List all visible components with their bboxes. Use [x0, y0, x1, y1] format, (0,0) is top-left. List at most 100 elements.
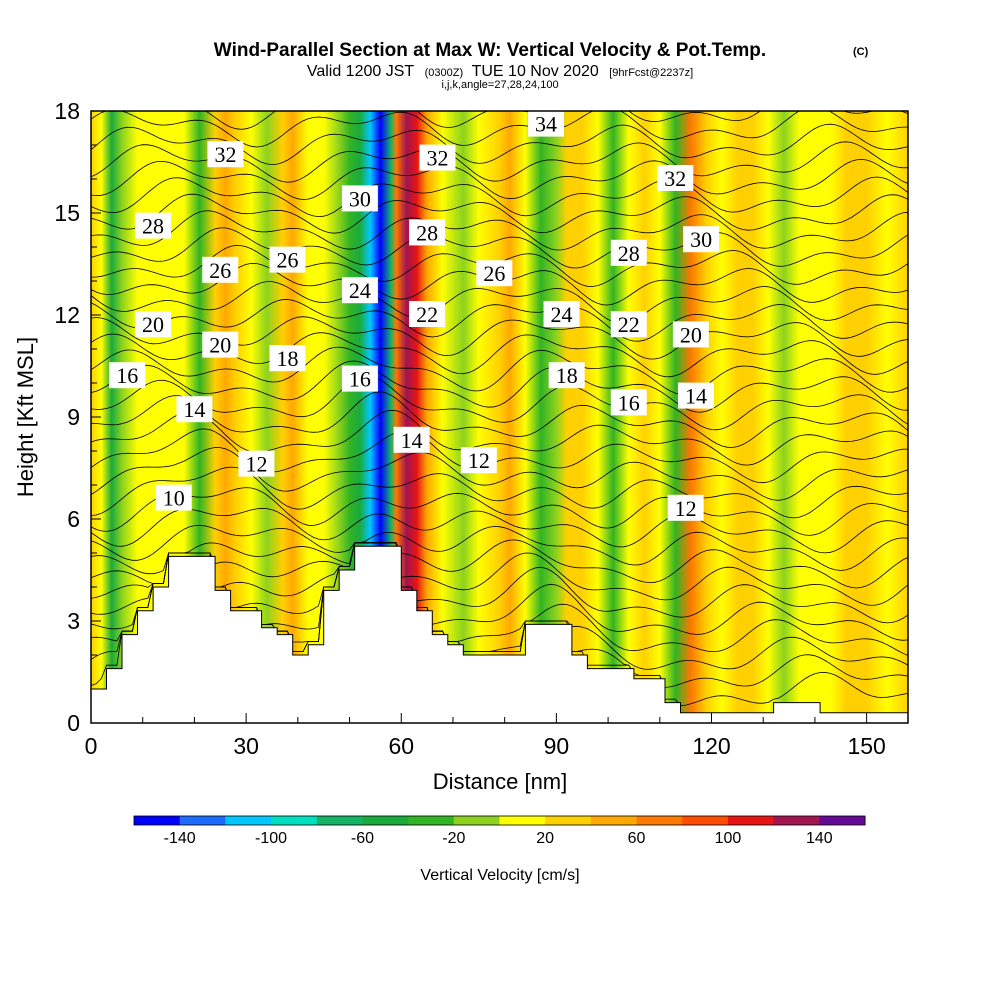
valid-time-line: Valid 1200 JST (0300Z) TUE 10 Nov 2020 [… [307, 63, 693, 80]
colorbar-tick-label: 20 [536, 830, 554, 847]
contour-label-25: 28 [610, 239, 647, 266]
y-axis-label: Height [Kft MSL] [13, 337, 38, 497]
contour-label-30: 12 [667, 494, 704, 521]
y-tick-label: 15 [54, 200, 80, 226]
theta-contour-15 [91, 391, 908, 448]
theta-contour-32 [91, 111, 908, 148]
colorbar-swatch-1 [179, 816, 226, 825]
contour-label-box [135, 311, 172, 338]
title-block: Wind-Parallel Section at Max W: Vertical… [214, 40, 869, 91]
contour-labels: 32 28 26 26 20 20 18 16 14 12 10 30 24 16 32 28 22 14 34 26… [109, 110, 720, 521]
contour-label-27: 20 [672, 321, 709, 348]
colorbar-swatch-5 [362, 816, 409, 825]
y-axis: 0 3 6 9 12 15 18 [54, 98, 101, 736]
section-indices: i,j,k,angle=27,28,24,100 [441, 79, 558, 91]
contour-label-text: 34 [535, 112, 557, 137]
x-tick-label: 60 [388, 733, 414, 759]
colorbar-tick-label: 140 [806, 830, 833, 847]
colorbar: -140 -100 -60 -20 20 60 100 140 [133, 815, 866, 847]
theta-contour-33 [205, 111, 908, 130]
contour-label-box [109, 362, 146, 389]
y-tick-label: 0 [67, 710, 80, 736]
theta-contour-5 [91, 542, 908, 624]
x-axis: 0 30 60 90 120 150 [85, 713, 886, 759]
theta-contour-9 [91, 507, 908, 554]
contour-label-9: 12 [238, 450, 275, 477]
colorbar-swatch-2 [225, 816, 272, 825]
colorbar-swatch-11 [636, 816, 683, 825]
theta-contour-12 [91, 447, 908, 501]
contour-label-text: 28 [416, 220, 438, 245]
contour-label-text: 20 [680, 322, 702, 347]
contour-label-box [476, 260, 513, 287]
contour-label-box [667, 494, 704, 521]
x-tick-label: 120 [692, 733, 730, 759]
colorbar-swatch-14 [773, 816, 820, 825]
contour-label-text: 14 [401, 428, 423, 453]
x-tick-label: 30 [233, 733, 259, 759]
contour-label-box [683, 226, 720, 253]
contour-label-6: 18 [269, 345, 306, 372]
colorbar-frame [133, 815, 866, 826]
x-tick-label: 150 [847, 733, 885, 759]
colorbar-tick-label: -140 [164, 830, 196, 847]
theta-contour-6 [91, 542, 908, 606]
theta-contour-16 [91, 375, 908, 431]
contour-label-text: 32 [426, 146, 448, 171]
colorbar-swatch-15 [819, 816, 866, 825]
contour-label-text: 10 [163, 486, 185, 511]
contour-label-23: 32 [657, 165, 694, 191]
contour-label-box [460, 447, 497, 474]
y-tick-label: 12 [54, 302, 80, 328]
colorbar-swatch-4 [316, 816, 363, 825]
contour-label-box [238, 450, 275, 477]
theta-contour-21 [91, 299, 908, 342]
contour-label-box [409, 219, 446, 246]
y-tick-label: 6 [67, 506, 80, 532]
contour-label-box [202, 331, 239, 358]
contour-label-box [657, 165, 694, 191]
forecast-info: [9hrFcst@2237z] [609, 67, 693, 79]
colorbar-tick-label: 100 [715, 830, 742, 847]
colorbar-swatch-7 [453, 816, 500, 825]
terrain [91, 545, 908, 723]
contour-label-13: 16 [341, 365, 378, 392]
contour-label-box [202, 256, 239, 283]
theta-contour-18 [91, 346, 908, 395]
contour-label-text: 20 [209, 333, 231, 358]
contour-label-box [176, 396, 213, 423]
y-tick-label: 18 [54, 98, 80, 124]
contour-label-20: 24 [543, 301, 580, 327]
contour-label-17: 14 [393, 426, 430, 453]
contour-label-text: 16 [618, 390, 640, 415]
contour-label-box [610, 239, 647, 266]
chart-title: Wind-Parallel Section at Max W: Vertical… [214, 40, 766, 61]
contour-label-21: 18 [548, 362, 585, 389]
contour-label-text: 28 [142, 214, 164, 239]
contour-label-box [419, 144, 456, 171]
valid-time: Valid 1200 JST [307, 63, 415, 80]
contour-label-text: 32 [214, 142, 236, 167]
theta-contour-7 [91, 539, 908, 589]
contour-label-1: 28 [135, 212, 172, 239]
theta-contour-11 [91, 466, 908, 519]
contour-label-box [409, 301, 446, 327]
contour-label-2: 26 [202, 256, 239, 283]
contour-label-3: 26 [269, 246, 306, 273]
theta-contour-29 [91, 158, 908, 200]
colorbar-swatch-6 [408, 816, 455, 825]
contour-label-text: 24 [551, 302, 573, 327]
contour-label-29: 14 [677, 382, 714, 409]
y-tick-label: 9 [67, 404, 80, 430]
theta-contour-17 [91, 360, 908, 413]
contour-label-11: 30 [341, 185, 378, 212]
contour-label-14: 32 [419, 144, 456, 171]
contour-label-text: 16 [116, 363, 138, 388]
theta-contour-25 [91, 227, 908, 269]
contour-label-box [207, 141, 244, 168]
colorbar-title: Vertical Velocity [cm/s] [420, 867, 579, 884]
contour-label-0: 32 [207, 141, 244, 168]
contour-label-text: 28 [618, 241, 640, 266]
contour-label-box [672, 321, 709, 348]
contour-label-16: 22 [409, 301, 446, 327]
